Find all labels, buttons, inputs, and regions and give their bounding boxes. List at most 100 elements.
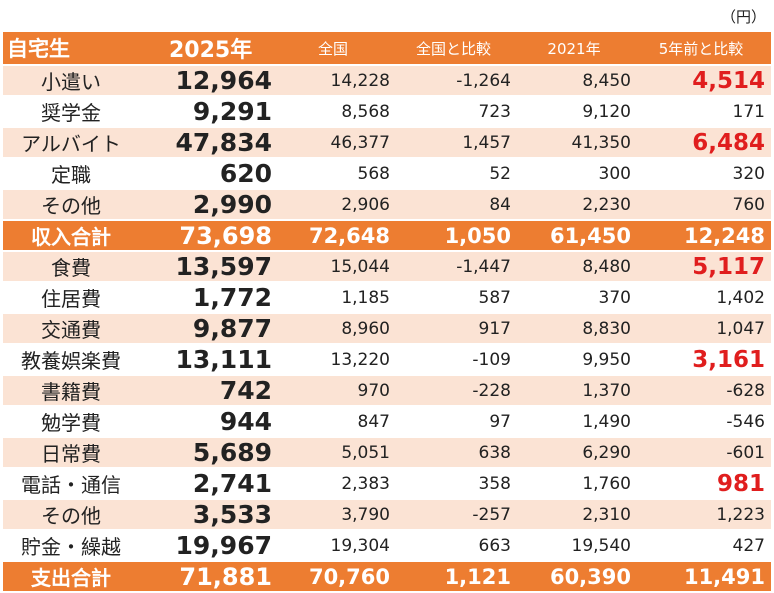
value-2021: 19,540: [517, 530, 637, 562]
value-national: 46,377: [276, 127, 396, 159]
row-label: 日常費: [3, 437, 139, 469]
value-vs-5y: 1,402: [637, 282, 771, 314]
unit-label: （円）: [720, 8, 766, 26]
row-label: その他: [3, 499, 139, 531]
budget-table: 自宅生 2025年 全国 全国と比較 2021年 5年前と比較 小遣い 12,96…: [3, 32, 771, 593]
table-row: アルバイト 47,834 46,377 1,457 41,350 6,484: [3, 127, 771, 159]
row-label: 交通費: [3, 313, 139, 345]
table-row: その他 2,990 2,906 84 2,230 760: [3, 189, 771, 221]
value-2025: 73,698: [139, 220, 276, 252]
header-category: 自宅生: [3, 32, 139, 66]
value-2025: 742: [139, 375, 276, 407]
value-vs-national: -257: [396, 499, 517, 531]
value-vs-national: 97: [396, 406, 517, 438]
header-national: 全国: [276, 32, 396, 66]
row-label: アルバイト: [3, 127, 139, 159]
value-national: 3,790: [276, 499, 396, 531]
value-2025: 1,772: [139, 282, 276, 314]
header-2021: 2021年: [517, 32, 637, 66]
value-vs-5y: 4,514: [637, 65, 771, 97]
value-vs-5y: -628: [637, 375, 771, 407]
row-label: 貯金・繰越: [3, 530, 139, 562]
table-row: 電話・通信 2,741 2,383 358 1,760 981: [3, 468, 771, 500]
value-national: 13,220: [276, 344, 396, 376]
value-national: 970: [276, 375, 396, 407]
total-row: 収入合計 73,698 72,648 1,050 61,450 12,248: [3, 220, 771, 252]
row-label: 奨学金: [3, 96, 139, 128]
value-national: 70,760: [276, 561, 396, 593]
value-2021: 2,310: [517, 499, 637, 531]
value-2025: 2,741: [139, 468, 276, 500]
value-vs-5y: 320: [637, 158, 771, 190]
value-2021: 2,230: [517, 189, 637, 221]
value-2025: 9,291: [139, 96, 276, 128]
value-vs-5y: -546: [637, 406, 771, 438]
value-vs-national: 587: [396, 282, 517, 314]
value-national: 1,185: [276, 282, 396, 314]
value-national: 2,906: [276, 189, 396, 221]
value-2021: 1,490: [517, 406, 637, 438]
table-row: 教養娯楽費 13,111 13,220 -109 9,950 3,161: [3, 344, 771, 376]
value-2021: 1,760: [517, 468, 637, 500]
row-label: 食費: [3, 251, 139, 283]
value-vs-5y: -601: [637, 437, 771, 469]
value-2021: 41,350: [517, 127, 637, 159]
value-2025: 2,990: [139, 189, 276, 221]
table-row: 書籍費 742 970 -228 1,370 -628: [3, 375, 771, 407]
value-national: 19,304: [276, 530, 396, 562]
table-row: 住居費 1,772 1,185 587 370 1,402: [3, 282, 771, 314]
table-row: 小遣い 12,964 14,228 -1,264 8,450 4,514: [3, 65, 771, 97]
value-2021: 8,830: [517, 313, 637, 345]
value-2025: 3,533: [139, 499, 276, 531]
value-vs-5y: 171: [637, 96, 771, 128]
header-2025: 2025年: [139, 32, 276, 66]
value-vs-5y: 427: [637, 530, 771, 562]
value-vs-5y: 12,248: [637, 220, 771, 252]
value-vs-national: -1,447: [396, 251, 517, 283]
value-vs-national: 84: [396, 189, 517, 221]
value-national: 8,960: [276, 313, 396, 345]
table-row: 食費 13,597 15,044 -1,447 8,480 5,117: [3, 251, 771, 283]
value-2025: 13,597: [139, 251, 276, 283]
value-vs-national: 52: [396, 158, 517, 190]
value-national: 568: [276, 158, 396, 190]
value-2021: 8,450: [517, 65, 637, 97]
value-national: 15,044: [276, 251, 396, 283]
table-row: 奨学金 9,291 8,568 723 9,120 171: [3, 96, 771, 128]
value-2021: 60,390: [517, 561, 637, 593]
row-label: 収入合計: [3, 220, 139, 252]
value-vs-national: 917: [396, 313, 517, 345]
value-2025: 9,877: [139, 313, 276, 345]
value-national: 2,383: [276, 468, 396, 500]
value-2025: 47,834: [139, 127, 276, 159]
table-row: 貯金・繰越 19,967 19,304 663 19,540 427: [3, 530, 771, 562]
value-national: 5,051: [276, 437, 396, 469]
row-label: その他: [3, 189, 139, 221]
value-2025: 12,964: [139, 65, 276, 97]
value-vs-5y: 3,161: [637, 344, 771, 376]
value-2021: 300: [517, 158, 637, 190]
row-label: 勉学費: [3, 406, 139, 438]
value-vs-national: 723: [396, 96, 517, 128]
value-2025: 5,689: [139, 437, 276, 469]
value-2025: 944: [139, 406, 276, 438]
value-vs-national: 638: [396, 437, 517, 469]
row-label: 小遣い: [3, 65, 139, 97]
value-2025: 620: [139, 158, 276, 190]
value-vs-5y: 981: [637, 468, 771, 500]
value-2025: 71,881: [139, 561, 276, 593]
value-2021: 9,950: [517, 344, 637, 376]
value-national: 847: [276, 406, 396, 438]
value-vs-5y: 5,117: [637, 251, 771, 283]
row-label: 支出合計: [3, 561, 139, 593]
value-2021: 370: [517, 282, 637, 314]
value-2025: 13,111: [139, 344, 276, 376]
table-row: 勉学費 944 847 97 1,490 -546: [3, 406, 771, 438]
value-2021: 9,120: [517, 96, 637, 128]
value-2025: 19,967: [139, 530, 276, 562]
table-row: 定職 620 568 52 300 320: [3, 158, 771, 190]
row-label: 定職: [3, 158, 139, 190]
value-2021: 6,290: [517, 437, 637, 469]
value-vs-national: 1,121: [396, 561, 517, 593]
value-vs-5y: 760: [637, 189, 771, 221]
